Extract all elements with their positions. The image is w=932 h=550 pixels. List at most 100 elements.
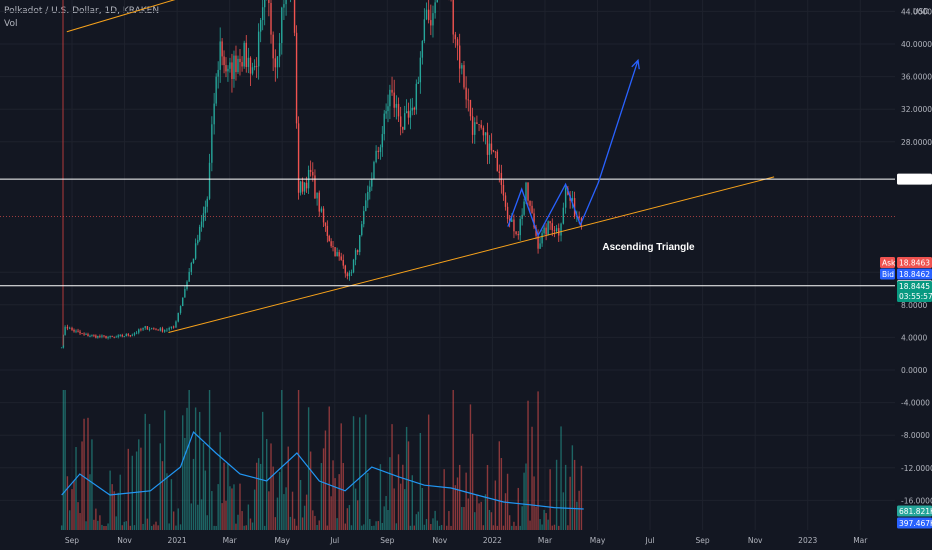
candle-body [488, 143, 491, 155]
candle-body [293, 0, 296, 33]
volume-bar [454, 485, 457, 530]
candle-body [66, 326, 69, 329]
volume-bar [119, 474, 121, 530]
volume-bar [367, 473, 369, 530]
volume-bar [305, 494, 308, 530]
candle-body [465, 87, 467, 100]
candle-body [91, 335, 93, 337]
volume-bar [129, 525, 131, 530]
price-tick-label: 36.0000 [901, 73, 932, 82]
volume-bar [197, 504, 199, 530]
candle-body [206, 198, 208, 207]
volume-bar [142, 523, 144, 530]
candle-body [346, 273, 349, 277]
volume-bar [379, 464, 382, 530]
candle-body [385, 111, 387, 114]
candle-body [99, 336, 101, 337]
candle-body [95, 335, 97, 338]
candle-body [434, 2, 436, 14]
candle-body [194, 243, 197, 259]
volume-bar [211, 491, 213, 530]
candle-body [111, 335, 113, 337]
candle-body [350, 272, 353, 274]
volume-bar [334, 478, 336, 530]
volume-bar [200, 499, 203, 530]
volume-bar [303, 505, 306, 530]
volume-bar [531, 426, 533, 530]
volume-bar [564, 464, 567, 530]
candle-body [204, 206, 207, 214]
candle-body [257, 31, 260, 67]
time-tick-label: 2022 [483, 536, 502, 545]
volume-bar [336, 518, 338, 530]
volume-bar [383, 506, 385, 530]
candle-body [498, 171, 501, 173]
candle-body [198, 226, 201, 241]
candle-body [239, 58, 241, 63]
volume-bar [66, 476, 69, 530]
candle-body [387, 106, 389, 112]
candle-body [482, 127, 485, 136]
candle-body [200, 221, 203, 227]
candle-body [221, 41, 223, 57]
volume-bar [239, 483, 241, 530]
volume-bar [117, 492, 119, 530]
candle-body [425, 9, 428, 20]
volume-bar [430, 524, 432, 530]
volume-bar [496, 525, 499, 530]
candle-body [354, 250, 357, 260]
candle-body [452, 0, 454, 35]
volume-bar [328, 406, 330, 530]
time-tick-label: Jul [645, 536, 655, 545]
candle-body [170, 326, 173, 328]
candle-body [389, 89, 391, 107]
volume-bar [316, 525, 318, 530]
volume-bar [326, 525, 329, 530]
volume-bar [95, 508, 97, 530]
candle-body [560, 223, 562, 236]
candle-body [235, 55, 237, 73]
candle-body [243, 42, 245, 67]
volume-ma-value: 397.467K [899, 519, 932, 528]
candle-body [142, 327, 144, 330]
volume-bar [469, 404, 472, 530]
volume-bar [243, 525, 245, 530]
volume-bar [79, 513, 81, 530]
volume-bar [567, 525, 569, 530]
candle-body [421, 40, 424, 58]
volume-bar [471, 433, 474, 530]
candle-body [268, 0, 270, 3]
volume-bar [270, 443, 272, 530]
time-tick-label: Mar [538, 536, 553, 545]
volume-bar [527, 400, 529, 530]
price-tick-label: -8.0000 [901, 431, 930, 440]
candle-body [484, 132, 487, 136]
candle-body [276, 56, 279, 68]
candle-body [285, 0, 287, 5]
volume-bar [146, 518, 149, 530]
candle-body [138, 329, 140, 333]
ascending-triangle-label: Ascending Triangle [602, 242, 695, 253]
candle-body [537, 235, 539, 249]
volume-bar [436, 520, 438, 530]
candle-body [69, 327, 71, 329]
volume-bar [99, 515, 101, 530]
volume-bar [75, 446, 77, 530]
candle-body [129, 335, 131, 337]
candle-body [545, 227, 547, 235]
time-tick-label: Sep [696, 536, 710, 545]
drawings[interactable]: Ascending Triangle [0, 0, 895, 346]
candle-body [494, 151, 497, 153]
volume-bar [385, 496, 387, 530]
level-badge-upper: 23.4129 [899, 175, 930, 184]
volume-bar [558, 525, 560, 530]
candle-body [109, 335, 111, 338]
volume-bar [415, 514, 418, 530]
volume-bar [186, 407, 188, 530]
candle-body [543, 227, 545, 234]
volume-bar [421, 487, 424, 530]
bid-value: 18.8462 [899, 270, 930, 279]
candle-body [190, 262, 193, 272]
candle-body [131, 334, 134, 336]
